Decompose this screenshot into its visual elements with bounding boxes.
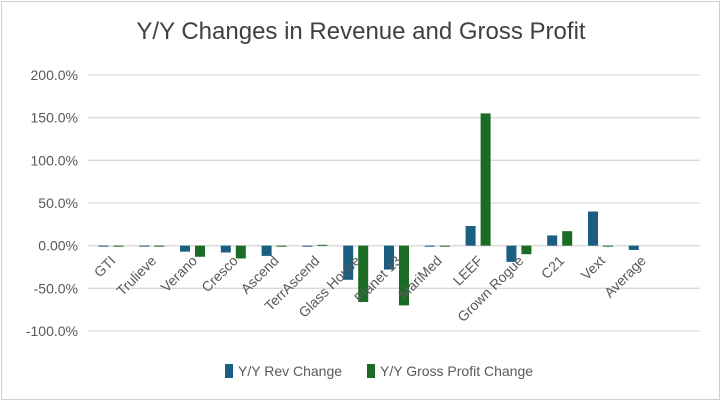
bar-gross-profit — [154, 245, 165, 247]
bar-gross-profit — [195, 245, 205, 257]
legend-swatch — [225, 364, 233, 378]
bar-gross-profit — [235, 245, 246, 259]
bar-rev — [588, 211, 598, 246]
bar-rev — [302, 245, 313, 247]
bar-gross-profit — [562, 231, 573, 246]
bar-gross-profit — [521, 245, 532, 255]
y-tick-label: -50.0% — [34, 280, 78, 296]
bar-gross-profit — [358, 245, 369, 302]
y-tick-label: 50.0% — [38, 195, 78, 211]
bar-gross-profit — [276, 245, 287, 247]
bar-gross-profit — [399, 245, 409, 306]
x-tick-label: Vext — [578, 252, 609, 283]
bar-gross-profit — [113, 245, 124, 247]
bar-rev — [424, 245, 435, 247]
bar-rev — [220, 245, 231, 253]
bar-gross-profit — [603, 245, 613, 247]
bar-gross-profit — [317, 244, 328, 246]
legend-swatch — [367, 364, 375, 378]
x-tick-label: GTI — [91, 252, 119, 280]
bar-rev — [343, 245, 354, 280]
bar-rev — [98, 245, 109, 247]
bar-rev — [180, 245, 190, 252]
bar-rev — [506, 245, 517, 262]
y-tick-label: 200.0% — [31, 67, 78, 83]
chart-title: Y/Y Changes in Revenue and Gross Profit — [136, 18, 586, 45]
y-tick-label: 0.00% — [38, 238, 78, 254]
y-tick-label: 150.0% — [31, 110, 78, 126]
x-tick-label: C21 — [538, 252, 568, 282]
bar-gross-profit — [439, 245, 450, 247]
bar-rev — [628, 245, 639, 250]
x-tick-label: LEEF — [450, 252, 486, 288]
bar-rev — [139, 245, 150, 247]
legend-label: Y/Y Rev Change — [238, 363, 342, 379]
x-tick-label: Average — [601, 252, 649, 300]
bar-rev — [547, 235, 558, 246]
y-tick-label: -100.0% — [26, 323, 78, 339]
bar-rev — [465, 226, 476, 246]
bar-gross-profit — [480, 113, 491, 246]
y-tick-label: 100.0% — [31, 152, 78, 168]
bar-rev — [384, 245, 394, 270]
legend-label: Y/Y Gross Profit Change — [380, 363, 533, 379]
x-tick-label: Trulieve — [113, 252, 159, 298]
bar-rev — [261, 245, 272, 256]
